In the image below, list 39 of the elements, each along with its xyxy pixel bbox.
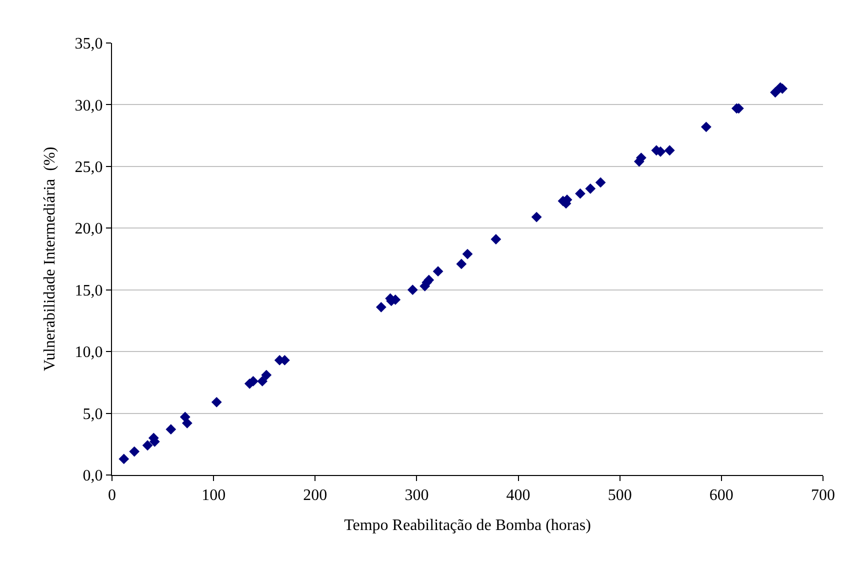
x-tick-label: 700 (811, 487, 835, 504)
x-tick-label: 500 (608, 487, 632, 504)
x-tick-label: 100 (202, 487, 226, 504)
y-tick-label: 25,0 (74, 159, 103, 176)
x-tick-label: 600 (709, 487, 734, 504)
point (585, 183, 596, 194)
y-tick-label: 15,0 (74, 282, 103, 300)
x-tick-label: 0 (108, 487, 116, 504)
point (531, 212, 542, 222)
point (462, 248, 473, 260)
point (595, 177, 606, 188)
x-tick-label: 400 (506, 487, 530, 504)
point (166, 424, 176, 435)
y-tick-label: 30,0 (74, 97, 103, 114)
point (211, 396, 222, 408)
point (770, 87, 780, 98)
y-tick-label: 0,0 (82, 468, 103, 485)
point (575, 188, 586, 199)
x-tick-label: 200 (303, 487, 328, 504)
y-tick-label: 20,0 (74, 220, 103, 238)
point (664, 145, 675, 156)
point (257, 376, 268, 386)
point (118, 454, 130, 464)
x-tick-label: 300 (404, 487, 429, 504)
point (182, 418, 192, 428)
point (432, 266, 444, 277)
point (456, 258, 467, 270)
x-axis-title: Tempo Reabilitação de Bomba (horas) (344, 516, 591, 534)
point (490, 234, 502, 244)
point (129, 446, 140, 457)
point (407, 284, 418, 296)
point (376, 302, 386, 312)
y-tick-label: 35,0 (74, 36, 103, 53)
point (142, 440, 153, 451)
y-axis-title: Vulnerabilidade Intermediária (%) (42, 146, 59, 372)
point (700, 122, 712, 132)
y-tick-label: 10,0 (74, 344, 103, 362)
y-tick-label: 5,0 (82, 406, 103, 423)
point (261, 370, 272, 380)
